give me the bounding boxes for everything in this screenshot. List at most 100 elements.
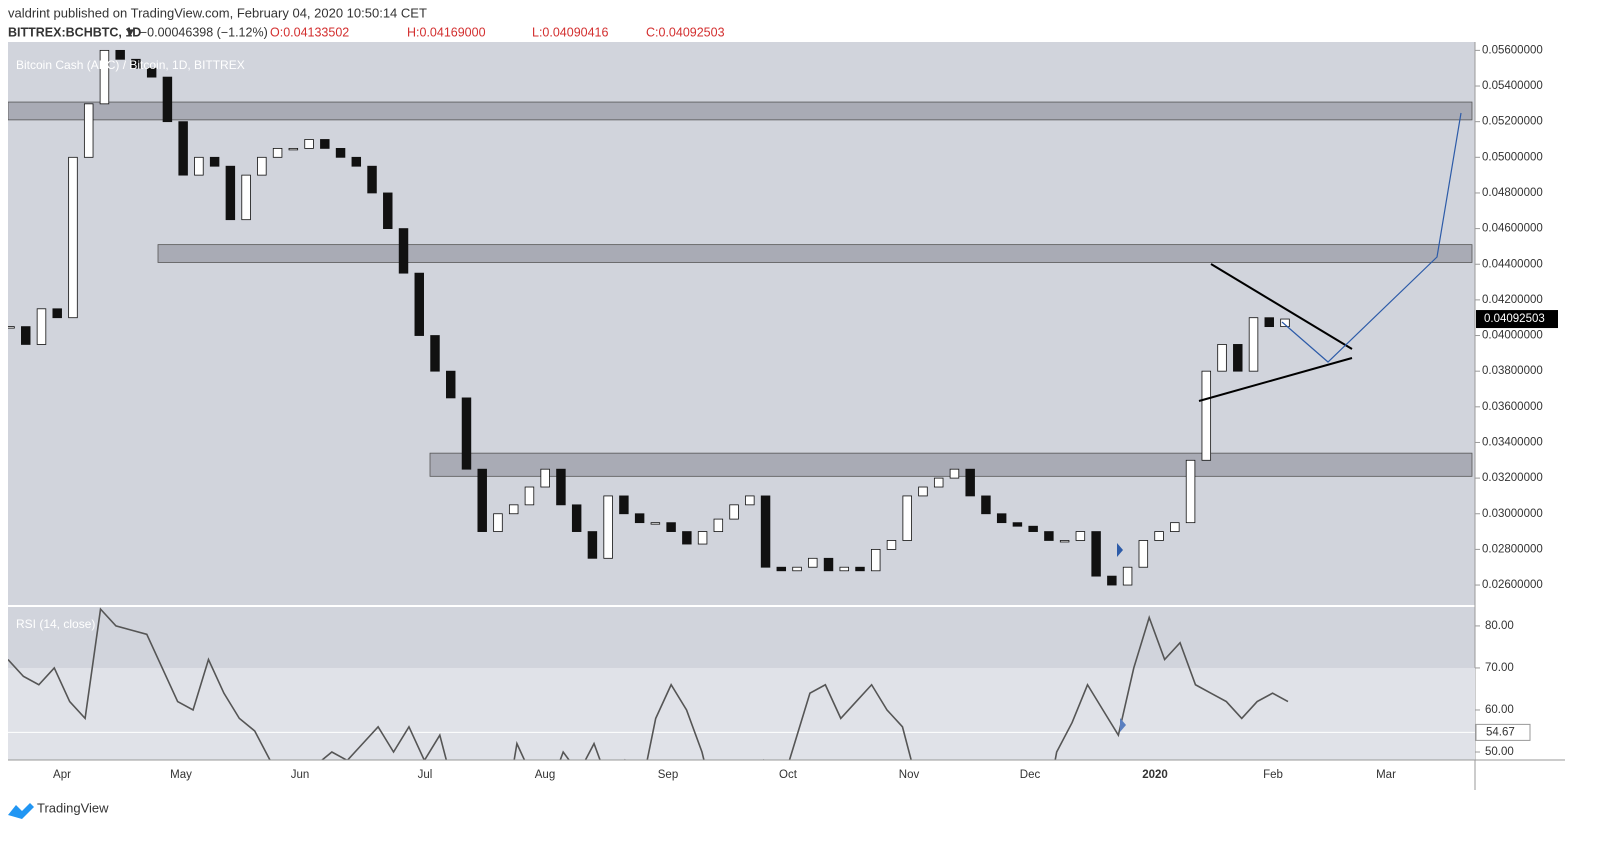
candle bbox=[587, 531, 598, 559]
candle bbox=[304, 139, 314, 149]
candle bbox=[1044, 531, 1054, 541]
candle bbox=[713, 518, 724, 532]
high: H:0.04169000 bbox=[407, 25, 486, 39]
footer: TradingView bbox=[37, 800, 109, 815]
x-tick-label: Oct bbox=[779, 769, 798, 781]
pane-title: Bitcoin Cash (ABC) / Bitcoin, 1D, BITTRE… bbox=[16, 58, 245, 72]
candle bbox=[99, 49, 110, 105]
candle bbox=[634, 513, 645, 524]
candle bbox=[792, 566, 802, 572]
y-tick-label: 0.04600000 bbox=[1482, 223, 1543, 235]
y-tick-label: 0.05200000 bbox=[1482, 116, 1543, 128]
last-price-box bbox=[1476, 310, 1558, 329]
rsi-marker-box bbox=[1475, 723, 1531, 741]
candle bbox=[68, 156, 78, 319]
candle bbox=[8, 326, 15, 329]
price-pane bbox=[8, 42, 1475, 605]
candle bbox=[493, 513, 503, 532]
trendline bbox=[1210, 263, 1353, 350]
x-tick-label: Dec bbox=[1020, 769, 1041, 781]
y-tick-label: 0.03400000 bbox=[1482, 436, 1543, 448]
candle bbox=[981, 495, 991, 515]
candle bbox=[697, 531, 708, 545]
symbol: BITTREX:BCHBTC, 1D bbox=[8, 25, 141, 39]
candle bbox=[36, 308, 47, 345]
y-tick-label: 60.00 bbox=[1485, 704, 1514, 716]
rsi-marker-label: 54.67 bbox=[1486, 726, 1515, 738]
y-tick-label: 0.03800000 bbox=[1482, 365, 1543, 377]
zone bbox=[8, 101, 1473, 121]
candle bbox=[1075, 531, 1086, 541]
candle bbox=[1248, 317, 1259, 372]
logo bbox=[8, 803, 34, 819]
y-tick-label: 50.00 bbox=[1485, 746, 1514, 758]
candle bbox=[650, 522, 661, 525]
candle bbox=[760, 495, 771, 568]
candle bbox=[335, 147, 346, 158]
candle bbox=[666, 522, 676, 532]
candle bbox=[619, 495, 629, 515]
candle bbox=[209, 156, 220, 167]
candle bbox=[146, 67, 157, 78]
y-tick-label: 0.03600000 bbox=[1482, 401, 1543, 413]
candle bbox=[241, 174, 251, 221]
y-tick-label: 0.04000000 bbox=[1482, 330, 1543, 342]
trendline bbox=[1198, 357, 1353, 402]
candle bbox=[808, 557, 818, 568]
y-tick-label: 0.05000000 bbox=[1482, 151, 1543, 163]
candle bbox=[871, 548, 881, 572]
candle bbox=[1217, 344, 1227, 372]
candle bbox=[320, 139, 330, 149]
y-tick-label: 0.05400000 bbox=[1482, 80, 1543, 92]
x-tick-label: Nov bbox=[899, 769, 920, 781]
rsi-band bbox=[8, 667, 1475, 760]
marker bbox=[1117, 543, 1123, 557]
candle bbox=[996, 513, 1007, 524]
candle bbox=[745, 495, 755, 506]
y-tick-label: 80.00 bbox=[1485, 620, 1514, 632]
candle bbox=[682, 531, 692, 545]
candle bbox=[367, 165, 377, 194]
projection-arrow bbox=[1281, 112, 1462, 363]
x-tick-label: Aug bbox=[535, 769, 555, 781]
candle bbox=[1138, 540, 1149, 568]
candle bbox=[776, 566, 787, 572]
x-tick-label: May bbox=[170, 769, 192, 781]
candle bbox=[1107, 575, 1117, 586]
candle bbox=[1201, 370, 1212, 461]
candle bbox=[839, 566, 849, 572]
candle bbox=[288, 147, 299, 151]
last-price-label: 0.04092503 bbox=[1484, 313, 1545, 325]
x-tick-label: Apr bbox=[53, 769, 71, 781]
y-tick-label: 0.03200000 bbox=[1482, 472, 1543, 484]
candle bbox=[1059, 540, 1070, 543]
candle bbox=[131, 58, 141, 69]
y-tick-label: 0.04200000 bbox=[1482, 294, 1543, 306]
candle bbox=[1012, 522, 1023, 527]
candle bbox=[1233, 344, 1243, 372]
y-tick-label: 0.03000000 bbox=[1482, 508, 1543, 520]
candle bbox=[1280, 318, 1290, 328]
open: O:0.04133502 bbox=[270, 25, 349, 39]
candle bbox=[918, 486, 928, 497]
low: L:0.04090416 bbox=[532, 25, 609, 39]
publish-line: valdrint published on TradingView.com, F… bbox=[8, 5, 427, 20]
candle bbox=[115, 49, 125, 60]
y-tick-label: 0.02600000 bbox=[1482, 579, 1543, 591]
y-tick-label: 70.00 bbox=[1485, 662, 1514, 674]
x-tick-label: Mar bbox=[1376, 769, 1396, 781]
candle bbox=[257, 156, 267, 176]
candle bbox=[1028, 525, 1038, 532]
x-tick-label: 2020 bbox=[1142, 769, 1168, 781]
candle bbox=[430, 335, 440, 372]
y-tick-label: 0.05600000 bbox=[1482, 44, 1543, 56]
rsi-title: RSI (14, close) bbox=[16, 617, 95, 631]
candle bbox=[52, 308, 62, 319]
candle bbox=[178, 121, 188, 176]
zone bbox=[157, 244, 1473, 263]
close: C:0.04092503 bbox=[646, 25, 725, 39]
drawings bbox=[1117, 112, 1462, 732]
candle bbox=[886, 540, 897, 550]
y-tick-label: 0.02800000 bbox=[1482, 543, 1543, 555]
